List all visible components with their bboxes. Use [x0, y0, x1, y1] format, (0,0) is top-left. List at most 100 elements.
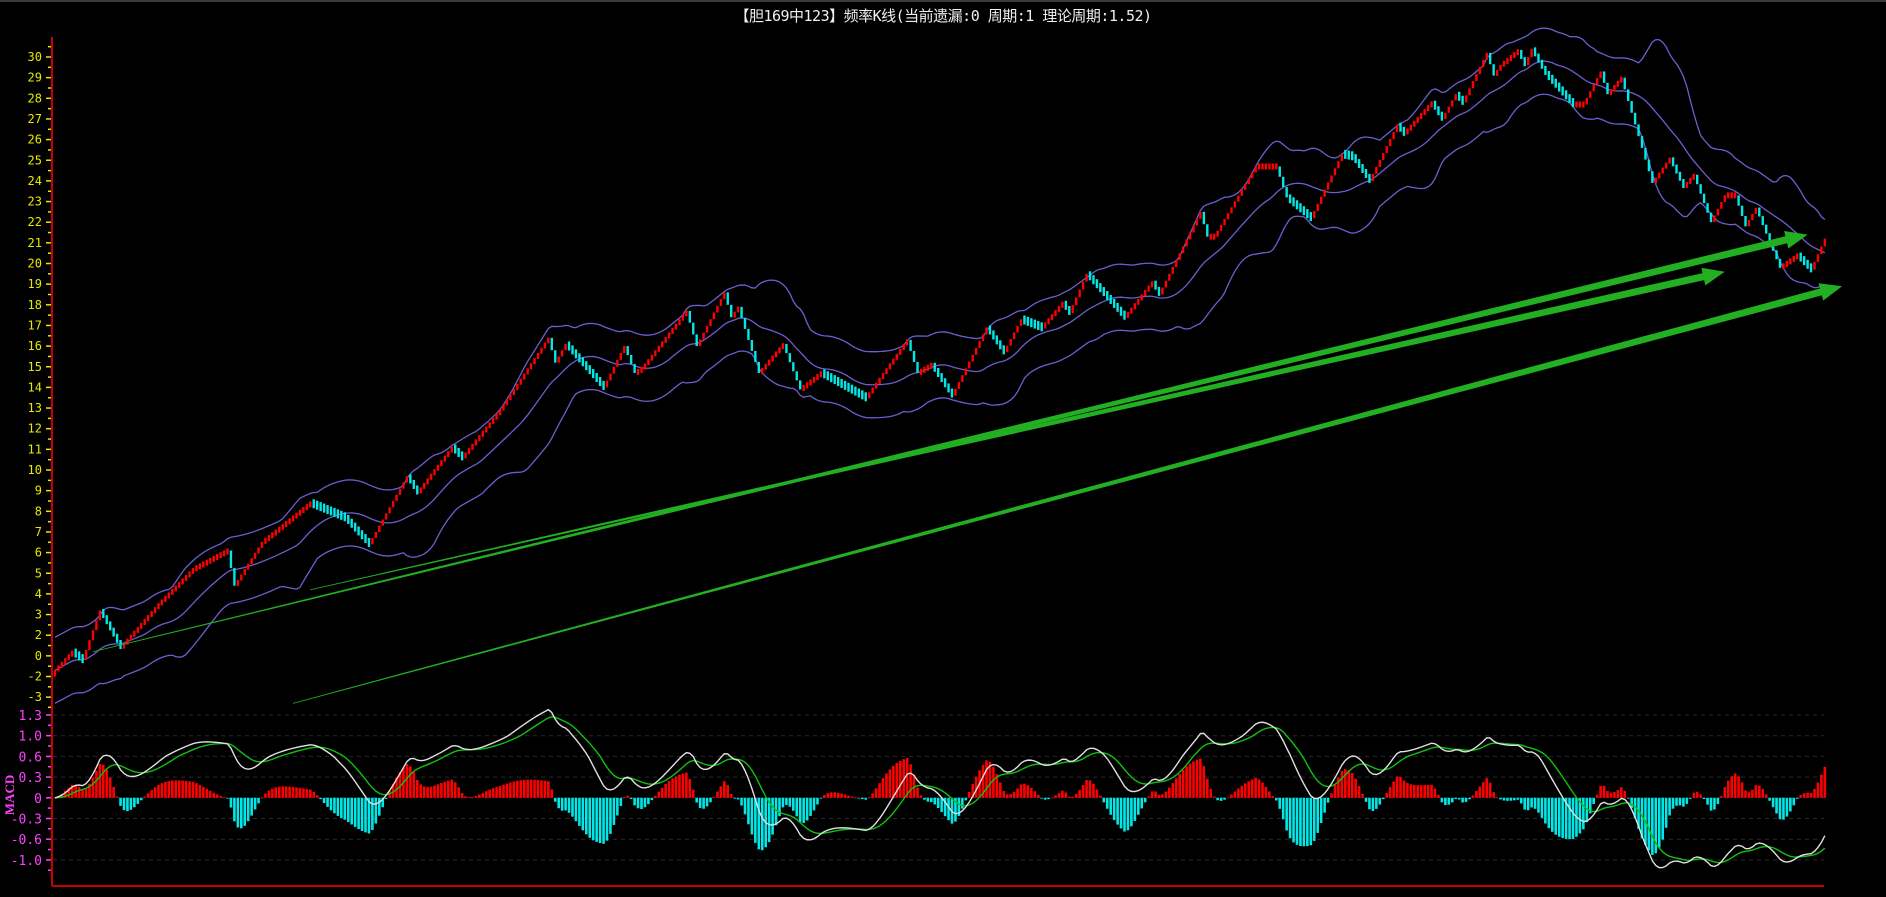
- up-candle: [267, 535, 271, 542]
- up-candle: [178, 581, 181, 588]
- macd-bar-positive: [67, 787, 71, 798]
- down-candle: [74, 648, 77, 658]
- macd-bar-positive: [1737, 776, 1740, 798]
- macd-bar-positive: [274, 787, 278, 798]
- up-candle: [440, 460, 443, 467]
- macd-bar-positive: [533, 779, 536, 798]
- macd-tick-label: -1.0: [11, 854, 42, 869]
- down-candle: [857, 388, 861, 398]
- up-candle: [681, 314, 685, 321]
- macd-bar-negative: [743, 797, 747, 815]
- macd-bar-negative: [133, 797, 136, 808]
- down-candle: [754, 350, 757, 362]
- up-candle: [57, 665, 60, 672]
- macd-bar-positive: [995, 774, 999, 798]
- macd-bar-positive: [1230, 794, 1233, 798]
- macd-bar-negative: [1664, 797, 1668, 828]
- up-candle: [1140, 294, 1143, 301]
- down-candle: [364, 534, 367, 544]
- up-candle: [964, 368, 967, 376]
- macd-bar-negative: [122, 797, 126, 811]
- macd-bar-negative: [567, 797, 571, 813]
- up-candle: [153, 607, 157, 614]
- down-candle: [1492, 64, 1495, 76]
- down-candle: [1706, 203, 1709, 213]
- down-candle: [1709, 212, 1713, 223]
- up-candle: [140, 622, 143, 629]
- up-candle: [812, 376, 816, 383]
- up-candle: [471, 443, 474, 450]
- macd-bar-negative: [1126, 797, 1130, 831]
- down-candle: [916, 361, 919, 373]
- macd-bar-positive: [395, 777, 398, 798]
- up-candle: [1451, 100, 1454, 107]
- up-candle: [1133, 303, 1137, 310]
- up-candle: [1582, 101, 1585, 108]
- macd-bar-negative: [1499, 797, 1502, 800]
- bollinger-upper-line: [54, 27, 1826, 638]
- down-candle: [1627, 89, 1630, 102]
- macd-bar-positive: [1620, 787, 1623, 798]
- down-candle: [319, 502, 322, 512]
- macd-bar-negative: [819, 797, 823, 799]
- macd-bar-negative: [1316, 797, 1319, 833]
- up-candle: [536, 352, 540, 359]
- macd-bar-positive: [1002, 790, 1006, 798]
- macd-bar-negative: [961, 797, 964, 809]
- down-candle: [1489, 52, 1492, 65]
- macd-bar-negative: [1554, 797, 1558, 835]
- up-candle: [1392, 132, 1395, 140]
- macd-bar-positive: [1606, 790, 1609, 798]
- macd-bar-negative: [236, 797, 240, 828]
- up-candle: [171, 588, 174, 595]
- macd-bar-positive: [1609, 792, 1613, 798]
- up-candle: [1150, 281, 1154, 288]
- macd-bar-positive: [1171, 783, 1175, 798]
- macd-bar-negative: [381, 797, 385, 808]
- down-candle: [554, 350, 557, 363]
- up-candle: [53, 670, 57, 677]
- up-candle: [1254, 166, 1257, 173]
- up-candle: [1388, 139, 1392, 147]
- macd-bar-negative: [1116, 797, 1119, 825]
- up-candle: [1006, 345, 1009, 353]
- down-candle: [1364, 168, 1368, 178]
- up-candle: [385, 513, 388, 520]
- up-candle: [212, 555, 215, 562]
- up-candle: [1668, 157, 1671, 164]
- macd-bar-negative: [788, 797, 792, 807]
- up-candle: [253, 552, 257, 559]
- macd-bar-negative: [785, 797, 788, 805]
- macd-bar-positive: [654, 795, 657, 798]
- up-candle: [381, 519, 384, 526]
- macd-bar-positive: [916, 787, 919, 798]
- macd-bar-positive: [1333, 784, 1337, 798]
- candles: [53, 47, 1827, 677]
- up-candle: [88, 640, 91, 651]
- up-candle: [84, 650, 88, 660]
- up-candle: [892, 358, 895, 365]
- macd-bar-positive: [205, 788, 209, 798]
- macd-bar-negative: [612, 797, 616, 825]
- up-candle: [374, 531, 378, 539]
- up-candle: [1789, 258, 1792, 265]
- up-candle: [557, 356, 560, 363]
- macd-bar-positive: [519, 780, 523, 798]
- macd-bar-positive: [729, 793, 733, 798]
- up-candle: [654, 350, 657, 357]
- macd-bar-negative: [940, 797, 943, 813]
- down-candle: [730, 304, 733, 318]
- macd-bar-negative: [954, 797, 957, 822]
- macd-bar-negative: [1523, 797, 1526, 810]
- up-candle: [1426, 105, 1430, 112]
- macd-bar-positive: [1212, 796, 1216, 798]
- down-candle: [1033, 319, 1036, 329]
- up-candle: [436, 464, 440, 471]
- macd-bar-negative: [1375, 797, 1378, 809]
- down-candle: [1157, 286, 1161, 296]
- up-candle: [443, 455, 447, 462]
- macd-bar-positive: [664, 784, 667, 798]
- down-candle: [1540, 59, 1544, 69]
- macd-bar-negative: [636, 797, 640, 809]
- macd-bar-negative: [930, 797, 933, 803]
